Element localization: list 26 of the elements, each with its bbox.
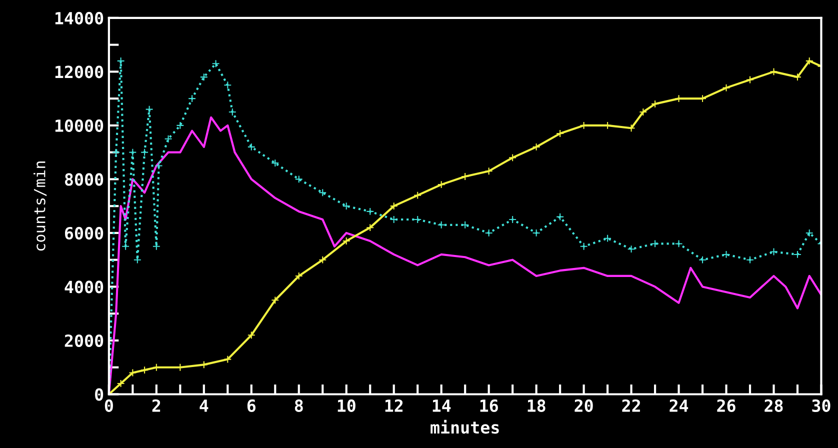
x-tick-label: 10 bbox=[338, 399, 356, 412]
x-tick-label: 26 bbox=[717, 399, 736, 412]
y-tick-label: 0 bbox=[95, 388, 104, 401]
y-tick-label: 14000 bbox=[55, 12, 104, 24]
y-tick-label: 6000 bbox=[65, 226, 104, 240]
x-tick-label: 2 bbox=[152, 399, 160, 412]
x-tick-label: 0 bbox=[104, 399, 113, 412]
y-tick-label: 8000 bbox=[64, 173, 104, 186]
x-tick-label: 6 bbox=[247, 399, 256, 412]
y-tick-label: 4000 bbox=[64, 280, 104, 294]
x-axis-title: minutes bbox=[430, 420, 499, 434]
x-tick-label: 4 bbox=[200, 400, 208, 412]
x-tick-label: 12 bbox=[385, 399, 403, 412]
y-tick-label: 10000 bbox=[55, 119, 104, 132]
x-tick-label: 16 bbox=[480, 399, 498, 412]
x-tick-label: 28 bbox=[764, 399, 783, 412]
x-tick-label: 20 bbox=[574, 399, 593, 412]
x-tick-label: 18 bbox=[528, 399, 546, 412]
x-tick-label: 8 bbox=[294, 399, 303, 412]
x-tick-label: 22 bbox=[622, 399, 640, 412]
x-tick-label: 14 bbox=[432, 400, 451, 412]
x-tick-label: 30 bbox=[812, 399, 830, 412]
y-axis-title: counts/min bbox=[34, 161, 47, 251]
y-tick-label: 12000 bbox=[55, 66, 104, 78]
x-tick-label: 24 bbox=[670, 399, 688, 412]
y-tick-label: 2000 bbox=[64, 334, 104, 348]
